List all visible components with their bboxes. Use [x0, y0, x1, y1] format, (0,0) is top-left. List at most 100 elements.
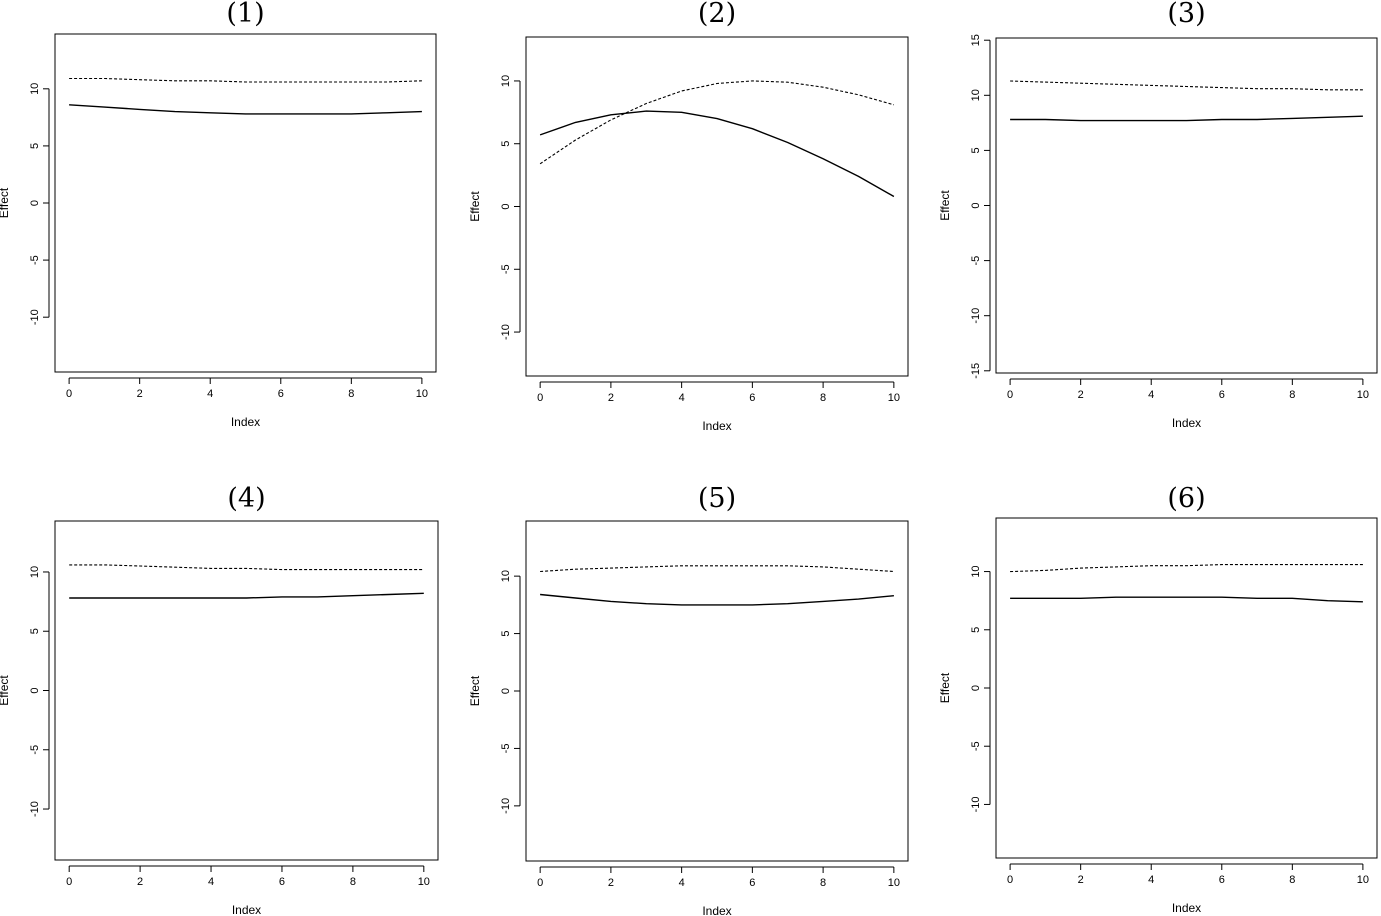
series-line-dotted [69, 77, 422, 83]
y-tick-label: 0 [500, 688, 512, 694]
y-tick-label: 0 [29, 687, 41, 693]
x-tick-label: 8 [820, 877, 826, 889]
x-tick-label: 8 [348, 388, 354, 400]
y-tick-label: -10 [970, 308, 982, 324]
y-tick-label: -10 [500, 324, 512, 340]
x-tick-label: 0 [1007, 389, 1013, 401]
plot-frame [54, 520, 439, 861]
x-tick-label: 2 [608, 392, 614, 404]
series-line-dotted [1010, 80, 1363, 91]
y-tick-label: 0 [970, 202, 982, 208]
series-line-dotted [539, 80, 895, 165]
x-axis: 0 2 4 6 8 10 [537, 381, 900, 404]
series-line-dotted [69, 564, 424, 571]
x-tick-label: 10 [418, 876, 430, 888]
panel-title: (3) [1167, 0, 1205, 29]
x-tick-label: 0 [537, 392, 543, 404]
y-axis: -10 -5 0 5 10 [500, 570, 521, 814]
panel-title: (6) [1167, 483, 1205, 514]
x-tick-label: 6 [749, 877, 755, 889]
y-tick-label: 0 [500, 203, 512, 209]
y-tick-label: 10 [500, 75, 512, 87]
y-axis-label: Effect [938, 672, 952, 703]
y-axis: -10 -5 0 5 10 [500, 75, 521, 340]
plot-frame [54, 33, 437, 373]
x-axis-label: Index [702, 419, 731, 433]
y-axis: -10 -5 0 5 10 [970, 565, 991, 812]
y-tick-label: 0 [970, 685, 982, 691]
chart-panel-5: (5) 0 2 4 6 8 10 Index -10 -5 0 5 10 Effect [468, 483, 909, 916]
y-axis: -10 -5 0 5 10 [29, 83, 50, 325]
y-tick-label: 10 [500, 570, 512, 582]
x-axis: 0 2 4 6 8 10 [66, 865, 430, 888]
plot-frame [995, 517, 1378, 859]
x-tick-label: 10 [1357, 874, 1369, 886]
y-tick-label: 10 [29, 566, 41, 578]
x-tick-label: 0 [537, 877, 543, 889]
x-axis: 0 2 4 6 8 10 [66, 377, 428, 400]
y-tick-label: 5 [970, 627, 982, 633]
x-axis-label: Index [231, 415, 260, 429]
series-line-solid [69, 592, 424, 599]
x-tick-label: 4 [679, 877, 685, 889]
panel-title: (2) [698, 0, 736, 29]
x-axis: 0 2 4 6 8 10 [537, 866, 900, 889]
x-axis-label: Index [232, 903, 261, 916]
x-tick-label: 4 [1148, 389, 1154, 401]
y-tick-label: 5 [29, 628, 41, 634]
plot-frame [995, 37, 1378, 374]
y-tick-label: -5 [970, 741, 982, 751]
y-tick-label: -10 [500, 798, 512, 814]
chart-panel-3: (3) 0 2 4 6 8 10 Index -15 -10 -5 0 5 10 15 Effect [938, 0, 1378, 430]
y-tick-label: -5 [500, 264, 512, 274]
panel-title: (1) [226, 0, 264, 29]
y-tick-label: -5 [970, 256, 982, 266]
x-tick-label: 2 [608, 877, 614, 889]
x-tick-label: 8 [350, 876, 356, 888]
y-tick-label: 5 [500, 141, 512, 147]
panel-title: (4) [227, 483, 265, 514]
y-axis-label: Effect [468, 191, 482, 222]
x-tick-label: 2 [137, 388, 143, 400]
y-tick-label: -10 [29, 801, 41, 817]
y-tick-label: -5 [500, 744, 512, 754]
x-axis: 0 2 4 6 8 10 [1007, 378, 1369, 401]
y-tick-label: -5 [29, 745, 41, 755]
y-tick-label: 10 [970, 89, 982, 101]
chart-panel-2: (2) 0 2 4 6 8 10 Index -10 -5 0 5 10 Effect [468, 0, 909, 433]
x-axis-label: Index [702, 904, 731, 916]
y-tick-label: 10 [29, 83, 41, 95]
x-tick-label: 4 [208, 876, 214, 888]
series-line-dotted [540, 565, 894, 573]
y-axis-label: Effect [0, 675, 11, 706]
y-axis-label: Effect [468, 675, 482, 706]
y-tick-label: 5 [970, 147, 982, 153]
chart-panel-4: (4) 0 2 4 6 8 10 Index -10 -5 0 5 10 Effect [0, 483, 439, 916]
y-axis: -15 -10 -5 0 5 10 15 [970, 34, 991, 379]
y-tick-label: -15 [970, 363, 982, 379]
y-tick-label: 5 [500, 631, 512, 637]
y-tick-label: 15 [970, 34, 982, 46]
y-axis-label: Effect [938, 190, 952, 221]
x-tick-label: 2 [1078, 874, 1084, 886]
series-line-solid [1010, 596, 1363, 603]
series-line-solid [540, 593, 894, 606]
x-tick-label: 6 [278, 388, 284, 400]
y-tick-label: 10 [970, 565, 982, 577]
y-axis-label: Effect [0, 187, 11, 218]
x-tick-label: 8 [1289, 874, 1295, 886]
y-tick-label: 0 [29, 200, 41, 206]
y-axis: -10 -5 0 5 10 [29, 566, 50, 817]
x-tick-label: 4 [1148, 874, 1154, 886]
y-tick-label: -10 [970, 796, 982, 812]
x-tick-label: 0 [1007, 874, 1013, 886]
panel-title: (5) [698, 483, 736, 514]
plot-frame [525, 520, 909, 862]
x-tick-label: 4 [207, 388, 213, 400]
x-tick-label: 6 [279, 876, 285, 888]
x-tick-label: 6 [1219, 389, 1225, 401]
x-tick-label: 10 [888, 877, 900, 889]
x-tick-label: 2 [1078, 389, 1084, 401]
x-axis: 0 2 4 6 8 10 [1007, 863, 1369, 886]
